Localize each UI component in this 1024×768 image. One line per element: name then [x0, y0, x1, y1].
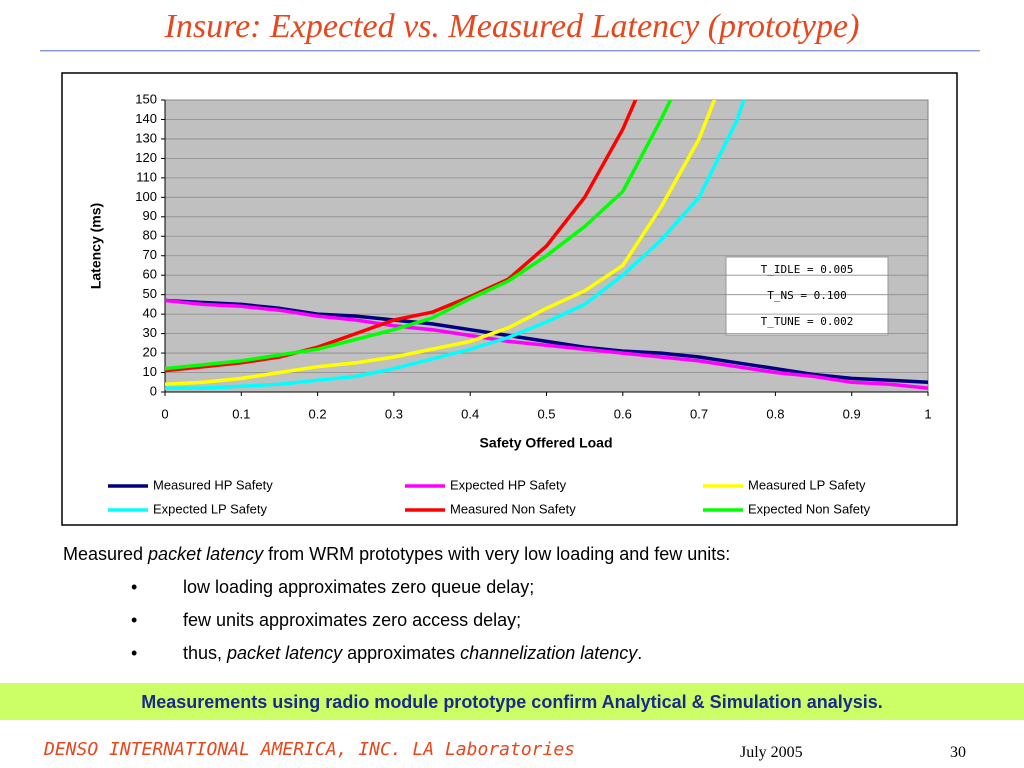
x-tick-label: 0.8 [766, 406, 784, 421]
annotation-box [725, 256, 889, 336]
legend-label: Expected LP Safety [153, 501, 267, 516]
y-tick-label: 40 [143, 306, 157, 321]
x-tick-label: 0.1 [232, 406, 250, 421]
x-tick-label: 0.6 [614, 406, 632, 421]
text-segment: from WRM prototypes with very low loadin… [263, 544, 731, 564]
annotation: T_NS = 0.100 [767, 289, 846, 302]
y-tick-label: 110 [136, 169, 157, 184]
series-line [165, 100, 746, 390]
y-tick-label: 150 [135, 91, 157, 106]
y-tick-label: 80 [143, 228, 157, 243]
text-segment: . [637, 643, 643, 663]
date: July 2005 [740, 744, 803, 761]
legend-label: Measured LP Safety [748, 477, 866, 492]
text-segment: thus, [183, 643, 228, 663]
text-segment: packet latency [148, 544, 264, 564]
annotation: T_TUNE = 0.002 [761, 315, 854, 328]
title-rule [40, 50, 980, 52]
text-segment: Measured [63, 544, 149, 564]
x-tick-label: 0.2 [309, 406, 327, 421]
y-tick-label: 90 [143, 208, 157, 223]
company-name: DENSO INTERNATIONAL AMERICA, INC. LA Lab… [44, 739, 576, 760]
x-tick-label: 0.7 [690, 406, 708, 421]
y-tick-label: 60 [143, 267, 157, 282]
intro-text: Measured packet latency from WRM prototy… [63, 544, 730, 565]
y-tick-label: 100 [135, 189, 157, 204]
x-tick-label: 0 [161, 406, 168, 421]
y-tick-label: 10 [143, 364, 157, 379]
series-line [165, 298, 928, 385]
x-tick-label: 0.3 [385, 406, 403, 421]
chart: Safety Offered Load Latency (ms) 0102030… [61, 72, 958, 526]
y-tick-label: 130 [135, 130, 157, 145]
x-axis-label: Safety Offered Load [479, 435, 612, 451]
y-tick-label: 0 [150, 383, 157, 398]
y-tick-label: 70 [143, 247, 157, 262]
bullet: low loading approximates zero queue dela… [131, 577, 535, 598]
y-tick-label: 140 [135, 111, 157, 126]
x-tick-label: 0.5 [537, 406, 555, 421]
bullet: thus, packet latency approximates channe… [131, 643, 643, 664]
legend-label: Expected HP Safety [450, 477, 567, 492]
legend-label: Measured Non Safety [450, 501, 576, 516]
conclusion-band [0, 683, 1024, 720]
bullet: few units approximates zero access delay… [131, 610, 522, 631]
page-number: 30 [950, 744, 966, 761]
y-tick-label: 120 [135, 150, 157, 165]
series-line [165, 100, 717, 386]
y-tick-label: 50 [143, 286, 157, 301]
x-tick-label: 1 [924, 406, 931, 421]
slide-title: Insure: Expected vs. Measured Latency (p… [164, 8, 860, 45]
series-line [165, 298, 928, 390]
x-tick-label: 0.9 [843, 406, 861, 421]
series-line [165, 100, 673, 371]
text-segment: few units approximates zero access delay… [183, 610, 522, 630]
text-segment: packet latency [227, 643, 343, 663]
legend-label: Expected Non Safety [748, 501, 871, 516]
conclusion-text: Measurements using radio module prototyp… [141, 692, 883, 712]
y-tick-label: 30 [143, 325, 157, 340]
y-axis-label: Latency (ms) [88, 203, 104, 289]
text-segment: approximates [342, 643, 461, 663]
series-line [165, 100, 638, 373]
legend-label: Measured HP Safety [153, 477, 273, 492]
y-tick-label: 20 [143, 345, 157, 360]
annotation: T_IDLE = 0.005 [761, 263, 854, 276]
x-tick-label: 0.4 [461, 406, 479, 421]
text-segment: channelization latency [460, 643, 638, 663]
text-segment: low loading approximates zero queue dela… [183, 577, 535, 597]
